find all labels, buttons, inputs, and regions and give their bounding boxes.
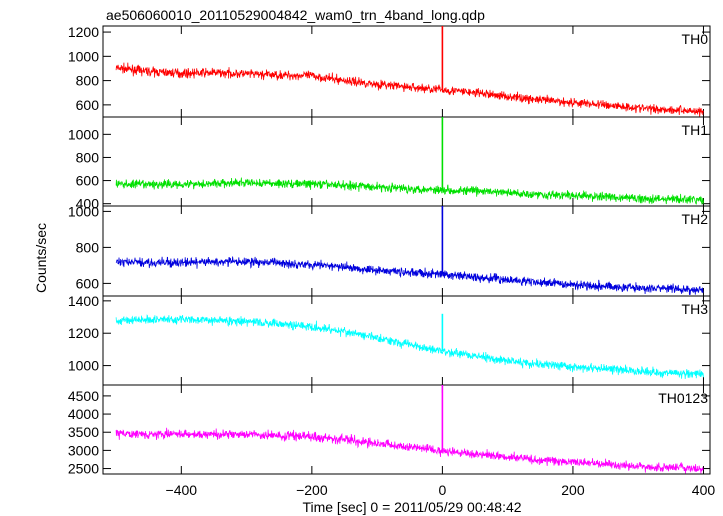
panel-label: TH2 xyxy=(682,211,709,227)
y-tick-label: 600 xyxy=(76,97,100,113)
y-tick-label: 400 xyxy=(76,196,100,212)
y-tick-label: 4500 xyxy=(68,388,99,404)
panel-th0: 600 800 1000 1200 TH0 xyxy=(68,24,711,118)
panel-label: TH3 xyxy=(682,301,709,317)
y-tick-label: 1400 xyxy=(68,293,99,309)
panel-frame xyxy=(102,295,711,386)
panel-frame xyxy=(102,205,711,297)
panels: 600 800 1000 1200 TH0 400 600 800 1000 TH1 600 800 1… xyxy=(68,24,716,498)
series-line-th0123 xyxy=(115,427,704,474)
y-tick-label: 4000 xyxy=(68,406,99,422)
y-tick-label: 1000 xyxy=(68,358,99,374)
y-tick-label: 800 xyxy=(76,149,100,165)
y-tick-label: 2500 xyxy=(68,461,99,477)
series-line-th0 xyxy=(115,62,704,117)
panel-frame xyxy=(102,384,711,475)
panel-th3: 1000 1200 1400 TH3 xyxy=(68,293,711,386)
panel-label: TH1 xyxy=(682,122,709,138)
y-tick-label: 3500 xyxy=(68,424,99,440)
x-tick-label: 400 xyxy=(692,482,716,498)
chart-title: ae506060010_20110529004842_wam0_trn_4ban… xyxy=(106,7,485,23)
y-tick-label: 600 xyxy=(76,173,100,189)
panel-th1: 400 600 800 1000 TH1 xyxy=(68,116,711,212)
x-tick-label: 0 xyxy=(438,482,446,498)
series-line-th2 xyxy=(115,256,704,295)
y-tick-label: 1000 xyxy=(68,203,99,219)
panel-th2: 600 800 1000 TH2 xyxy=(68,203,711,297)
y-tick-label: 800 xyxy=(76,73,100,89)
y-tick-label: 800 xyxy=(76,239,100,255)
panel-th0123: 2500 3000 3500 4000 4500 TH0123 xyxy=(68,384,711,477)
y-tick-label: 1000 xyxy=(68,126,99,142)
y-tick-label: 1000 xyxy=(68,48,99,64)
panel-label: TH0 xyxy=(682,31,709,47)
panel-label: TH0123 xyxy=(658,390,708,406)
x-tick-label: −400 xyxy=(166,482,198,498)
y-tick-label: 1200 xyxy=(68,24,99,40)
y-axis-label: Counts/sec xyxy=(33,223,49,293)
y-tick-label: 1200 xyxy=(68,325,99,341)
series-line-th1 xyxy=(115,177,704,205)
y-tick-label: 600 xyxy=(76,275,100,291)
series-line-th3 xyxy=(115,314,704,380)
x-tick-label: −200 xyxy=(296,482,328,498)
x-tick-label: 200 xyxy=(561,482,585,498)
x-axis-label: Time [sec] 0 = 2011/05/29 00:48:42 xyxy=(302,499,521,515)
y-tick-label: 3000 xyxy=(68,442,99,458)
